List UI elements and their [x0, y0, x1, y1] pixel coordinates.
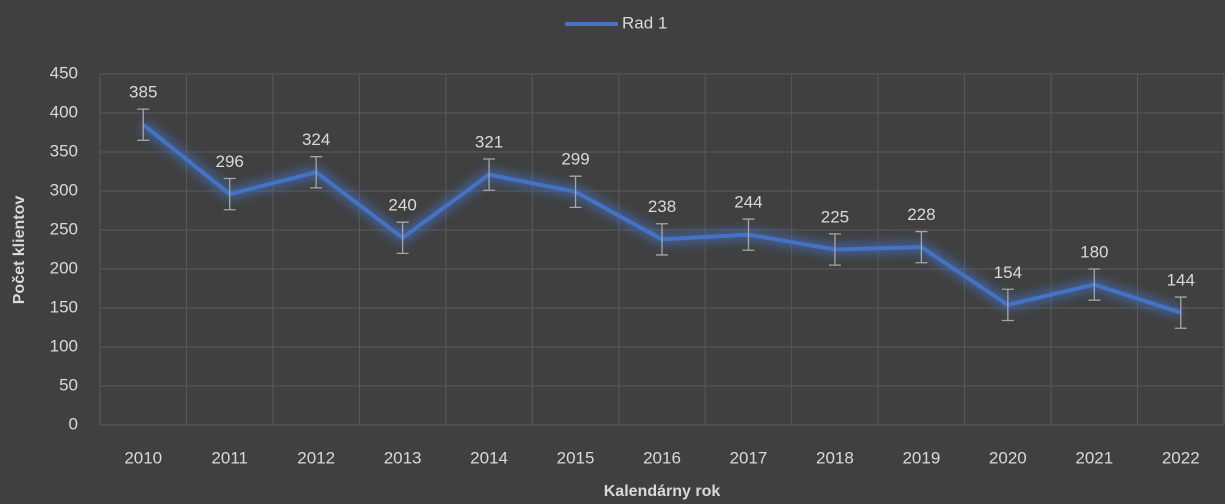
error-bar: [137, 108, 150, 141]
data-label: 299: [561, 150, 589, 169]
data-label: 154: [994, 263, 1022, 282]
x-tick-label: 2010: [124, 448, 162, 467]
x-tick-label: 2011: [211, 448, 248, 467]
data-label: 144: [1167, 271, 1195, 290]
error-bar: [310, 156, 323, 189]
data-label: 296: [216, 152, 244, 171]
error-bar: [828, 233, 841, 266]
y-tick-label: 0: [69, 414, 78, 433]
legend-label: Rad 1: [622, 13, 667, 32]
y-tick-label: 350: [50, 141, 78, 160]
error-bar: [396, 221, 409, 255]
error-bar: [1174, 296, 1187, 329]
y-tick-label: 300: [50, 180, 78, 199]
x-tick-label: 2020: [989, 448, 1027, 467]
x-tick-label: 2014: [470, 448, 508, 467]
x-tick-label: 2016: [643, 448, 681, 467]
y-tick-label: 50: [59, 375, 78, 394]
data-label: 228: [907, 205, 935, 224]
x-tick-label: 2022: [1162, 448, 1200, 467]
x-tick-label: 2019: [902, 448, 940, 467]
y-tick-label: 400: [50, 102, 78, 121]
y-tick-label: 150: [50, 297, 78, 316]
data-label: 180: [1080, 242, 1108, 261]
error-bar: [656, 223, 668, 256]
error-bar: [742, 218, 755, 251]
error-bar: [915, 230, 928, 264]
y-tick-label: 100: [50, 336, 78, 355]
data-label: 385: [129, 83, 157, 102]
data-label: 321: [475, 133, 503, 152]
data-label: 225: [821, 207, 849, 226]
x-tick-label: 2012: [297, 448, 335, 467]
error-bar: [569, 175, 582, 209]
error-bar: [223, 177, 236, 211]
y-axis-title: Počet klientov: [11, 196, 28, 305]
error-bar: [483, 158, 496, 191]
x-axis-title: Kalendárny rok: [604, 483, 721, 500]
x-tick-label: 2021: [1075, 448, 1113, 467]
x-tick-label: 2018: [816, 448, 854, 467]
y-tick-label: 250: [50, 219, 78, 238]
error-bar: [1088, 268, 1101, 301]
x-tick-label: 2013: [384, 448, 422, 467]
x-tick-label: 2015: [557, 448, 595, 467]
x-tick-label: 2017: [730, 448, 768, 467]
data-label: 238: [648, 197, 676, 216]
y-tick-label: 450: [50, 63, 78, 82]
data-label: 324: [302, 130, 330, 149]
y-tick-label: 200: [50, 258, 78, 277]
error-bar: [1001, 288, 1014, 322]
data-label: 240: [388, 196, 416, 215]
data-label: 244: [734, 193, 762, 212]
